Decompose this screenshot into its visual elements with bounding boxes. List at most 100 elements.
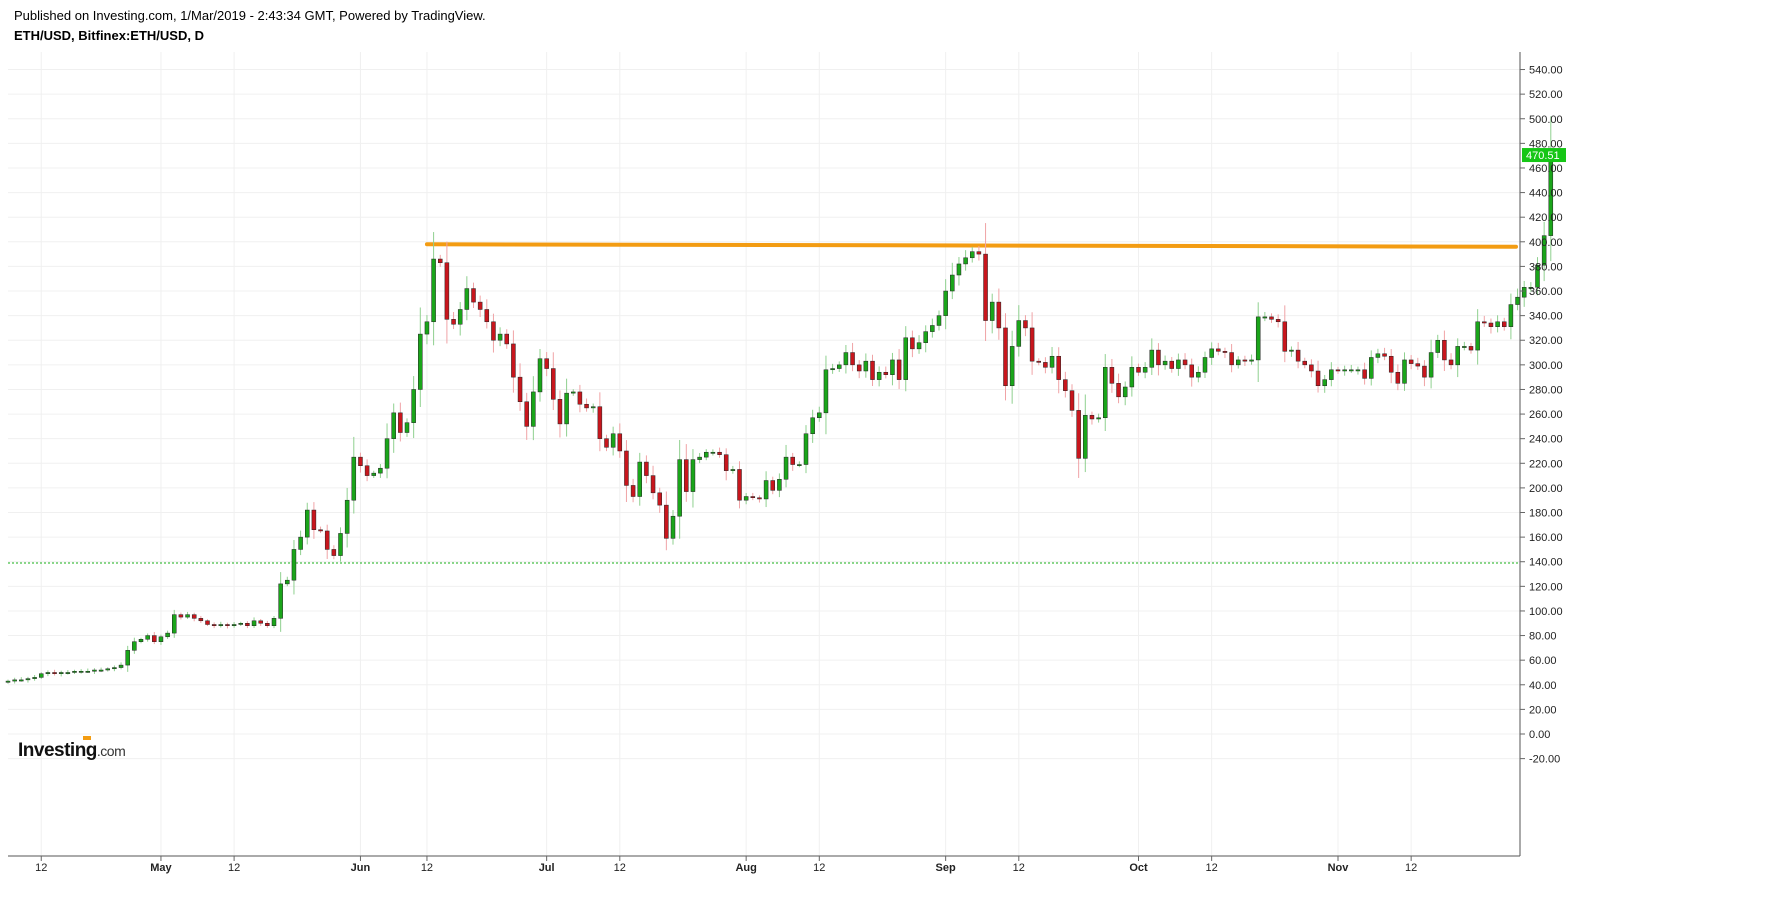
candle	[52, 669, 57, 676]
candle-body	[318, 529, 323, 532]
candle	[1182, 353, 1188, 370]
candle	[45, 670, 51, 677]
y-axis[interactable]: 540.00 520.00 500.00 480.00 460.00 440.00 420.…	[1520, 65, 1563, 766]
candle	[118, 662, 124, 670]
published-caption: Published on Investing.com, 1/Mar/2019 -…	[14, 8, 486, 23]
candle	[1369, 350, 1374, 386]
candle	[1415, 357, 1421, 370]
x-tick-label: 12	[614, 862, 626, 874]
candle-body	[670, 515, 676, 539]
candle	[690, 449, 696, 508]
candle-body	[1455, 346, 1460, 366]
candle-body	[903, 337, 908, 380]
resistance-line[interactable]	[424, 242, 1518, 249]
candle	[1309, 359, 1314, 378]
candle	[537, 349, 543, 402]
candle	[112, 665, 117, 672]
candle-body	[324, 530, 330, 550]
candle-body	[92, 669, 97, 672]
candle	[1495, 315, 1500, 333]
candle	[431, 232, 436, 346]
candle-body	[664, 504, 669, 539]
candle	[358, 452, 363, 473]
candle-body	[98, 669, 104, 672]
logo-suffix: .com	[96, 743, 126, 759]
candle-body	[178, 614, 184, 618]
candle	[1056, 347, 1061, 394]
candle-body	[936, 315, 942, 326]
x-tick-label: Oct	[1129, 862, 1148, 874]
candle-body	[1475, 321, 1480, 351]
candle-body	[338, 533, 343, 556]
candle-body	[12, 679, 17, 682]
candle-body	[584, 403, 589, 409]
candle-body	[185, 614, 190, 618]
candle	[418, 307, 423, 407]
candle	[1521, 280, 1527, 307]
candle	[1122, 381, 1128, 406]
candle-body	[896, 359, 902, 380]
candle	[205, 619, 210, 627]
candle-body	[717, 451, 722, 455]
y-tick-label: 80.00	[1529, 631, 1557, 643]
candle-body	[424, 321, 430, 335]
candle-body	[1541, 235, 1547, 266]
candle-body	[1295, 349, 1301, 362]
candle	[976, 246, 982, 261]
y-tick-label: 340.00	[1529, 311, 1563, 323]
candle	[152, 631, 157, 645]
candle-body	[1468, 346, 1474, 351]
candle	[1129, 356, 1135, 397]
candle	[717, 447, 722, 458]
candle-body	[105, 668, 110, 671]
candle-body	[484, 309, 490, 323]
candle-body	[1182, 359, 1188, 366]
candle	[1275, 314, 1281, 328]
candle	[218, 621, 224, 628]
candle	[1255, 302, 1261, 383]
candle	[1083, 394, 1088, 473]
candle-body	[1362, 369, 1367, 379]
candle-body	[577, 391, 583, 405]
candle	[1156, 343, 1161, 376]
candle-body	[45, 672, 51, 674]
candle	[803, 425, 809, 474]
candle	[810, 409, 815, 443]
candle-body	[58, 672, 64, 674]
candle-body	[830, 368, 835, 371]
y-tick-label: 360.00	[1529, 286, 1563, 298]
candle	[291, 540, 297, 595]
candle	[577, 384, 583, 413]
candle-body	[5, 680, 11, 683]
candle-body	[1083, 415, 1088, 459]
candle-body	[1009, 346, 1015, 387]
y-tick-label: 460.00	[1529, 163, 1563, 175]
candle	[610, 426, 616, 456]
candle	[191, 612, 197, 622]
candle	[557, 390, 563, 438]
candle-body	[1176, 359, 1181, 369]
candle	[85, 668, 91, 674]
candle-body	[743, 496, 749, 501]
candle-body	[285, 579, 290, 585]
candle-body	[1462, 346, 1467, 348]
x-axis[interactable]: 12 May 12 Jun 12 Jul 12 Aug 12 Sep 12 Oct 12 Nov 12	[35, 856, 1417, 874]
candle-body	[1049, 355, 1055, 368]
candle	[92, 668, 97, 674]
candle-body	[1428, 352, 1434, 378]
candle	[484, 299, 490, 329]
candle	[1209, 342, 1214, 365]
candle-body	[1029, 327, 1035, 362]
candle	[1003, 313, 1008, 401]
candle-body	[1056, 355, 1061, 380]
candle	[504, 329, 509, 349]
candle-body	[531, 391, 536, 427]
candle	[1508, 293, 1514, 340]
candle	[1422, 360, 1427, 387]
candle	[198, 615, 204, 623]
candle-body	[1355, 369, 1361, 372]
candle-body	[265, 623, 270, 626]
candle-body	[1302, 360, 1307, 366]
candle	[710, 449, 716, 456]
